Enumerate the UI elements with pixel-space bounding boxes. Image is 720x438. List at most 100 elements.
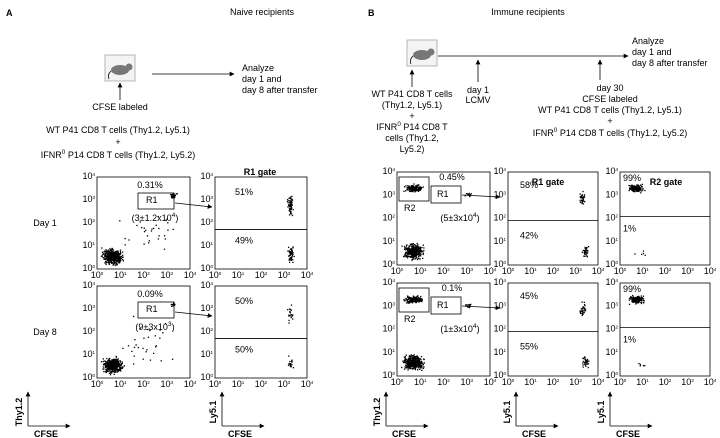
event-dot xyxy=(583,361,584,362)
event-dot xyxy=(114,374,115,375)
event-dot xyxy=(288,256,289,257)
y-tick-label: 104 xyxy=(200,280,213,290)
event-dot xyxy=(119,260,120,261)
event-dot xyxy=(291,253,292,254)
event-dot xyxy=(119,220,120,221)
text-part: 10 xyxy=(82,171,92,181)
text-part: day 30 xyxy=(596,83,623,93)
axis-key-y: Thy1.2 xyxy=(372,398,382,427)
x-tick-label: 103 xyxy=(460,266,473,276)
event-dot xyxy=(112,363,113,364)
superscript: 1 xyxy=(124,271,127,276)
event-dot xyxy=(584,194,585,195)
label: R2 xyxy=(404,314,416,324)
event-dot xyxy=(120,360,121,361)
event-dot xyxy=(405,190,406,191)
event-dot xyxy=(159,338,160,339)
superscript: 2 xyxy=(392,324,395,329)
event-dot xyxy=(133,316,134,317)
event-dot xyxy=(469,193,470,194)
event-dot xyxy=(106,368,107,369)
event-dot xyxy=(467,193,468,194)
label: day 1 and xyxy=(632,47,672,57)
event-dot xyxy=(413,183,414,184)
y-tick-label: 103 xyxy=(200,303,213,313)
event-dot xyxy=(111,249,112,250)
event-dot xyxy=(288,200,289,201)
text-part: 10 xyxy=(301,379,311,389)
text-part: ) xyxy=(477,213,480,223)
event-dot xyxy=(585,366,586,367)
y-tick-label: 101 xyxy=(605,347,618,357)
event-dot xyxy=(156,225,157,226)
text-part: 10 xyxy=(569,266,579,276)
superscript: 1 xyxy=(503,347,506,352)
event-dot xyxy=(111,359,112,360)
event-dot xyxy=(409,246,410,247)
label: R1 xyxy=(437,189,449,199)
event-dot xyxy=(116,256,117,257)
event-dot xyxy=(582,366,583,367)
event-dot xyxy=(117,255,118,256)
event-dot xyxy=(289,259,290,260)
event-dot xyxy=(116,253,117,254)
event-dot xyxy=(416,248,417,249)
text-part: 42% xyxy=(520,231,538,241)
event-dot xyxy=(582,308,583,309)
event-dot xyxy=(643,302,644,303)
event-dot xyxy=(291,203,292,204)
event-dot xyxy=(634,253,635,254)
event-dot xyxy=(290,257,291,258)
text-part: WT P41 CD8 T cells (Thy1.2, Ly5.1) xyxy=(46,125,190,135)
y-tick-label: 103 xyxy=(200,194,213,204)
event-dot xyxy=(292,318,293,319)
event-dot xyxy=(587,256,588,257)
event-dot xyxy=(423,366,424,367)
event-dot xyxy=(404,246,405,247)
event-dot xyxy=(583,250,584,251)
event-dot xyxy=(106,250,107,251)
text-part: 0.31% xyxy=(137,180,163,190)
event-dot xyxy=(583,256,584,257)
label: 0.45% xyxy=(439,172,465,182)
y-tick-label: 104 xyxy=(200,171,213,181)
text-part: Day 1 xyxy=(33,218,57,228)
superscript: 3 xyxy=(470,267,473,272)
event-dot xyxy=(588,367,589,368)
event-dot xyxy=(403,256,404,257)
event-dot xyxy=(416,366,417,367)
event-dot xyxy=(292,247,293,248)
event-dot xyxy=(105,253,106,254)
superscript: 4 xyxy=(210,281,213,286)
y-tick-label: 101 xyxy=(382,236,395,246)
label: (1±3x104) xyxy=(440,323,479,334)
text-part: R1 xyxy=(146,304,158,314)
event-dot xyxy=(414,256,415,257)
event-dot xyxy=(148,242,149,243)
event-dot xyxy=(107,259,108,260)
event-dot xyxy=(110,369,111,370)
event-dot xyxy=(638,363,639,364)
event-dot xyxy=(155,335,156,336)
text-part: 10 xyxy=(200,280,210,290)
y-tick-label: 101 xyxy=(200,240,213,250)
event-dot xyxy=(110,259,111,260)
label: R1 xyxy=(437,300,449,310)
superscript: 1 xyxy=(615,236,618,241)
event-dot xyxy=(289,361,290,362)
event-dot xyxy=(287,206,288,207)
text-part: 10 xyxy=(547,377,557,387)
event-dot xyxy=(109,373,110,374)
event-dot xyxy=(420,365,421,366)
event-dot xyxy=(635,300,636,301)
y-tick-label: 103 xyxy=(82,194,95,204)
text-part: 10 xyxy=(82,280,92,290)
superscript: 0 xyxy=(92,373,95,378)
x-tick-label: 103 xyxy=(460,377,473,387)
event-dot xyxy=(417,250,418,251)
event-dot xyxy=(102,368,103,369)
text-part: 10 xyxy=(184,379,194,389)
y-tick-label: 102 xyxy=(200,217,213,227)
event-dot xyxy=(580,196,581,197)
event-dot xyxy=(164,249,165,250)
